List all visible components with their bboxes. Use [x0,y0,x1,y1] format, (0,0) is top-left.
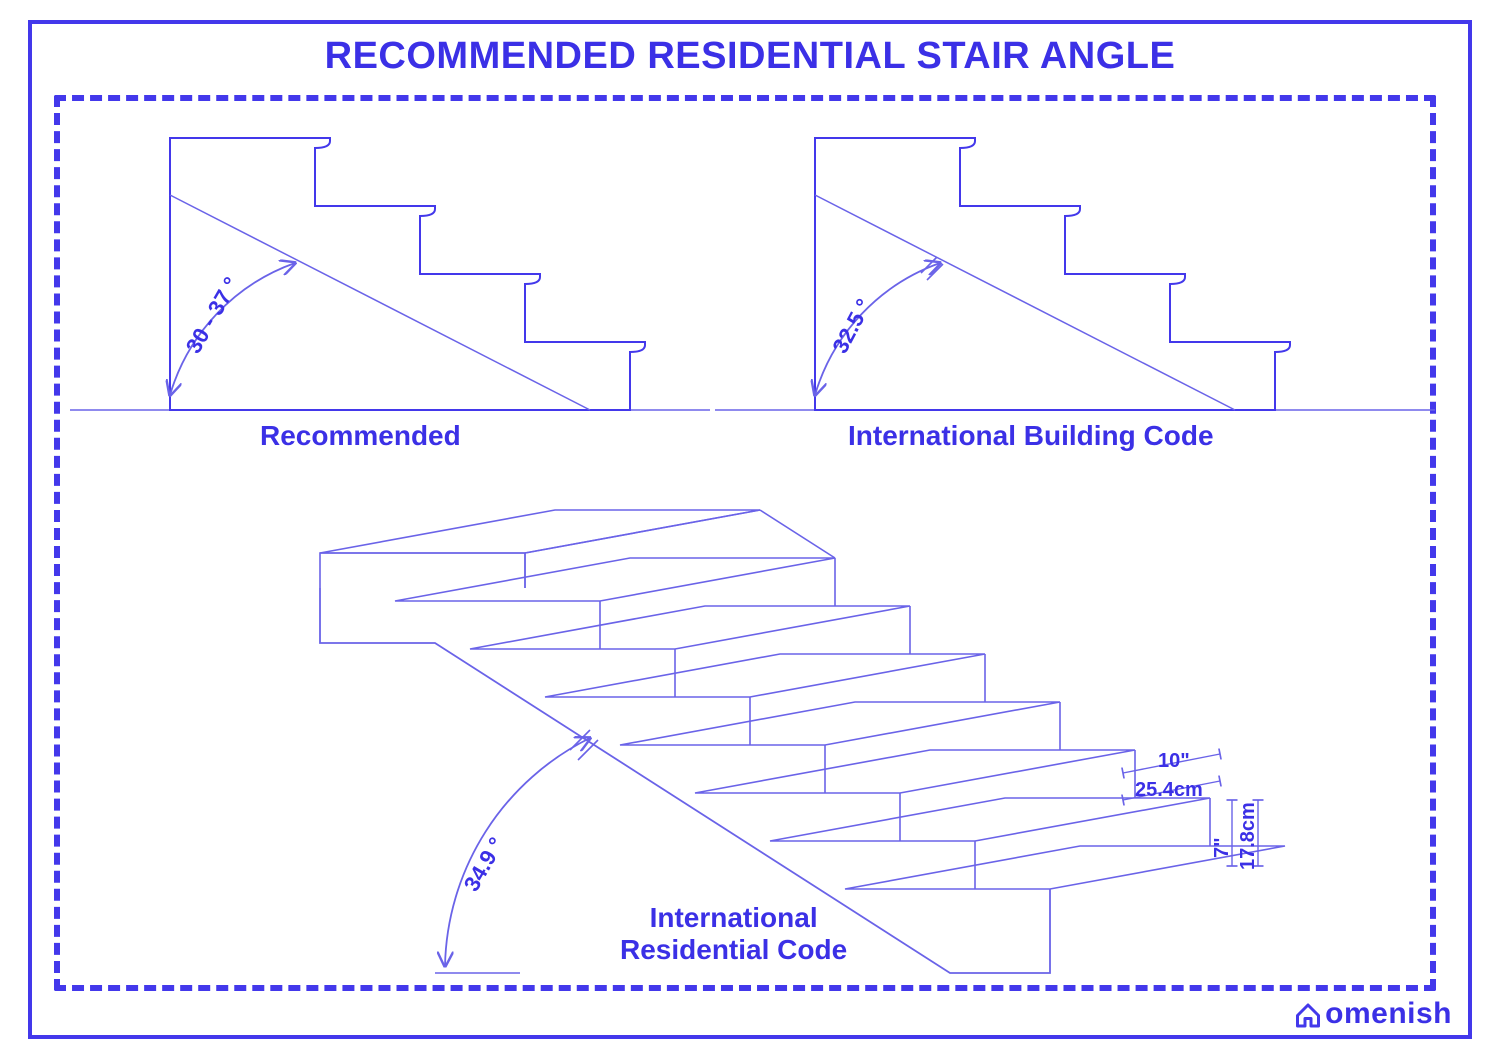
logo: omenish [1293,997,1452,1031]
angle-label-recommended: 30 - 37 ° [181,273,244,358]
label-recommended: Recommended [260,420,461,452]
diagram-recommended: 30 - 37 ° [70,120,710,430]
angle-label-ibc: 32.5 ° [827,295,876,358]
label-ibc: International Building Code [848,420,1214,452]
angle-label-irc: 34.9 ° [459,833,510,895]
label-irc: International Residential Code [620,902,847,966]
logo-text: omenish [1325,997,1452,1031]
dim-riser-metric: 17.8cm [1237,802,1259,870]
label-irc-line2: Residential Code [620,934,847,966]
dim-tread-imperial: 10" [1158,750,1190,772]
label-irc-line1: International [620,902,847,934]
page-title: RECOMMENDED RESIDENTIAL STAIR ANGLE [0,35,1500,78]
house-icon [1293,999,1323,1029]
dim-tread-metric: 25.4cm [1135,779,1203,801]
diagram-ibc: 32.5 ° [715,120,1435,430]
dim-riser-imperial: 7" [1211,837,1233,858]
